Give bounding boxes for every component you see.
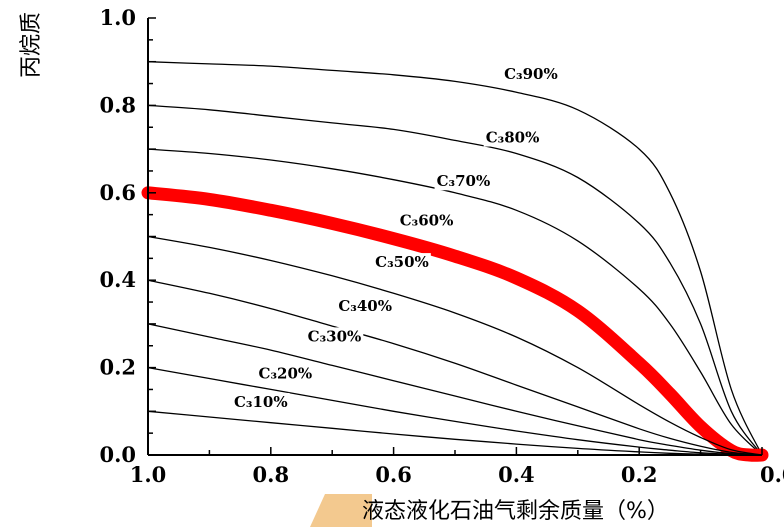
axes xyxy=(147,17,763,456)
series-label-bg-2 xyxy=(434,172,493,191)
series-label-6: C₃30% xyxy=(308,327,362,345)
x-axis-title: 液态液化石油气剩余质量（%） xyxy=(362,499,669,524)
series-label-1: C₃80% xyxy=(486,129,540,147)
series-labels: C₃90% C₃80% C₃70% C₃60% C₃50% C₃40% C₃30% C₃20%… xyxy=(231,65,560,411)
series-label-bg-5 xyxy=(336,296,394,315)
xlabel-highlight xyxy=(310,494,372,527)
x-tick-label: 0.2 xyxy=(621,462,658,487)
series-label-2: C₃70% xyxy=(437,172,491,190)
series-line-4 xyxy=(147,235,763,456)
x-tick-label: 0.4 xyxy=(498,462,535,487)
series-line-7 xyxy=(147,366,763,456)
series-line-8 xyxy=(147,410,763,456)
series-label-bg-3 xyxy=(397,211,456,230)
series-label-bg-0 xyxy=(502,65,560,84)
series-label-5: C₃40% xyxy=(338,297,392,315)
x-tick-label: 0.6 xyxy=(375,462,412,487)
series-label-bg-8 xyxy=(231,392,290,411)
y-axis-title: 丙烷质 xyxy=(19,12,44,78)
series-label-bg-6 xyxy=(305,327,364,346)
y-tick-label: 0.2 xyxy=(99,355,136,380)
series-label-4: C₃50% xyxy=(375,253,429,271)
series-label-7: C₃20% xyxy=(259,365,313,383)
series-label-bg-1 xyxy=(483,128,542,147)
series-line-1 xyxy=(147,104,763,456)
series-label-0: C₃90% xyxy=(504,65,558,83)
y-tick-label: 0.0 xyxy=(99,442,136,467)
x-tick-label: 0.0 xyxy=(760,462,784,487)
x-tick-label: 1.0 xyxy=(130,462,167,487)
y-tick-label: 1.0 xyxy=(99,5,136,30)
series-label-bg-4 xyxy=(373,253,431,272)
series-label-3: C₃60% xyxy=(400,212,454,230)
series-label-bg-7 xyxy=(256,364,315,383)
series-line-0 xyxy=(147,61,763,456)
tick-labels: 0.0 0.2 0.4 0.6 0.8 1.0 1.0 0.8 0.6 0.4 0.2 0.0 xyxy=(99,5,784,487)
series-label-8: C₃10% xyxy=(234,393,288,411)
series-line-5 xyxy=(147,279,763,456)
y-tick-label: 0.8 xyxy=(99,92,136,117)
series-line-2 xyxy=(147,148,763,456)
y-tick-label: 0.4 xyxy=(99,267,136,292)
y-tick-label: 0.6 xyxy=(99,180,136,205)
x-tick-label: 0.8 xyxy=(253,462,290,487)
